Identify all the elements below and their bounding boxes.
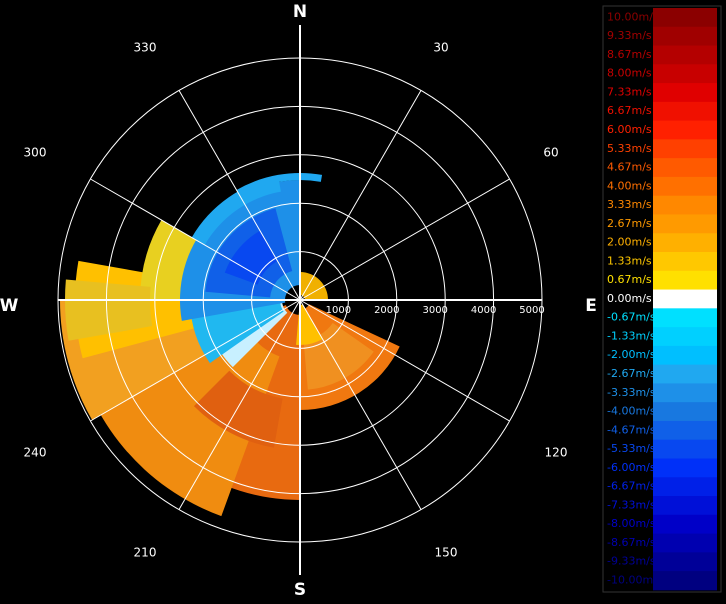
legend-label: 7.33m/s: [607, 85, 652, 98]
legend-label: 10.00m/s: [607, 10, 659, 23]
legend-swatch: [653, 552, 717, 572]
range-label: 3000: [422, 305, 447, 316]
spoke: [299, 299, 510, 422]
legend-label: -5.33m/s: [607, 442, 656, 455]
azimuth-label: 60: [543, 146, 558, 160]
legend-label: -3.33m/s: [607, 386, 656, 399]
spoke: [90, 299, 301, 422]
spoke: [299, 299, 422, 510]
legend-swatch: [653, 458, 717, 478]
echo-region: [193, 370, 283, 448]
legend-label: 1.33m/s: [607, 254, 652, 267]
azimuth-label: 330: [134, 41, 157, 55]
legend-swatch: [653, 514, 717, 535]
labels: N E S W 30 60 120 150 210 240 300 330 1000 2000 3000 40…: [0, 2, 597, 600]
legend-swatch: [653, 383, 717, 403]
compass-label: S: [294, 580, 306, 600]
legend-label: -1.33m/s: [607, 329, 656, 342]
echo-region: [65, 279, 153, 341]
range-label: 1000: [326, 305, 351, 316]
legend-label: -6.67m/s: [607, 480, 656, 493]
range-label: 5000: [519, 305, 544, 316]
legend-swatch: [653, 270, 717, 291]
legend-swatch: [653, 214, 717, 234]
legend-label: -0.67m/s: [607, 311, 656, 324]
legend-swatch: [653, 289, 717, 309]
legend-label: 0.00m/s: [607, 292, 652, 305]
azimuth-label: 150: [435, 546, 458, 560]
legend-label: 6.67m/s: [607, 104, 652, 117]
legend-swatch: [653, 101, 717, 122]
echo-layer: [60, 172, 400, 517]
spoke: [299, 178, 510, 301]
legend-swatch: [653, 496, 717, 516]
legend-label: -10.00m/s: [607, 573, 663, 586]
azimuth-label: 210: [134, 546, 157, 560]
legend-swatch: [653, 64, 717, 84]
compass-label: E: [585, 296, 597, 316]
legend-label: 8.67m/s: [607, 48, 652, 61]
legend-label: 5.33m/s: [607, 142, 652, 155]
echo-region: [191, 176, 281, 245]
legend-label: -2.67m/s: [607, 367, 656, 380]
legend-swatch: [653, 252, 717, 272]
echo-region: [296, 304, 323, 345]
legend-swatch: [653, 308, 717, 328]
legend-label: 9.33m/s: [607, 29, 652, 42]
legend-label: -8.67m/s: [607, 536, 656, 549]
spoke: [178, 90, 301, 301]
legend-label: 6.00m/s: [607, 123, 652, 136]
compass-label: W: [0, 296, 19, 316]
legend-swatch: [653, 83, 717, 103]
legend-swatch: [653, 327, 717, 347]
legend-swatch: [653, 158, 717, 178]
legend-label: 3.33m/s: [607, 198, 652, 211]
range-label: 2000: [374, 305, 399, 316]
legend-swatch: [653, 139, 717, 159]
legend-swatch: [653, 8, 717, 28]
legend-swatch: [653, 176, 717, 197]
legend-label: 2.67m/s: [607, 217, 652, 230]
legend-label: -9.33m/s: [607, 555, 656, 568]
range-label: 4000: [471, 305, 496, 316]
legend-label: 0.67m/s: [607, 273, 652, 286]
legend-label: 8.00m/s: [607, 67, 652, 80]
legend-swatch: [653, 364, 717, 384]
legend-swatch: [653, 26, 717, 47]
legend-label: -7.33m/s: [607, 498, 656, 511]
color-legend: 10.00m/s 9.33m/s 8.67m/s 8.00m/s 7.33m/s 6.67…: [602, 5, 722, 593]
legend-label: -8.00m/s: [607, 517, 656, 530]
compass-label: N: [293, 2, 307, 22]
legend-swatch: [653, 195, 717, 215]
azimuth-label: 30: [433, 41, 448, 55]
legend-label: 2.00m/s: [607, 236, 652, 249]
legend-swatch: [653, 477, 717, 497]
echo-region: [300, 272, 328, 300]
legend-swatch: [653, 533, 717, 553]
legend-swatch: [653, 420, 717, 441]
legend-label: -4.67m/s: [607, 423, 656, 436]
legend-label: -4.00m/s: [607, 405, 656, 418]
legend-swatch: [653, 233, 717, 253]
legend-label: -2.00m/s: [607, 348, 656, 361]
legend-label: -6.00m/s: [607, 461, 656, 474]
legend-swatch: [653, 345, 717, 366]
azimuth-label: 240: [24, 446, 47, 460]
azimuth-label: 300: [24, 146, 47, 160]
legend-swatch: [653, 439, 717, 459]
azimuth-label: 120: [545, 446, 568, 460]
legend-swatch: [653, 402, 717, 422]
spoke: [90, 178, 301, 301]
spoke: [299, 90, 422, 301]
legend-label: 4.00m/s: [607, 179, 652, 192]
spoke: [178, 299, 301, 510]
legend-swatch: [653, 571, 717, 591]
echo-region: [224, 230, 278, 285]
legend-label: 4.67m/s: [607, 161, 652, 174]
polar-grid: [57, 25, 543, 575]
legend-swatch: [653, 45, 717, 65]
legend-swatch: [653, 120, 717, 140]
